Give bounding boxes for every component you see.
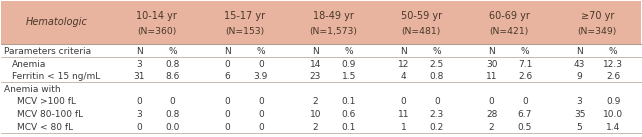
Text: 50-59 yr: 50-59 yr bbox=[401, 11, 442, 21]
Text: (N=481): (N=481) bbox=[401, 27, 440, 36]
Text: %: % bbox=[345, 47, 353, 56]
Text: (N=1,573): (N=1,573) bbox=[309, 27, 357, 36]
Text: 9: 9 bbox=[577, 72, 582, 81]
Text: 8.6: 8.6 bbox=[166, 72, 180, 81]
Text: 0.8: 0.8 bbox=[166, 110, 180, 119]
Text: Ferritin < 15 ng/mL: Ferritin < 15 ng/mL bbox=[12, 72, 101, 81]
Text: 0.5: 0.5 bbox=[518, 123, 532, 132]
Text: Anemia with: Anemia with bbox=[4, 85, 60, 94]
Text: 0: 0 bbox=[225, 110, 230, 119]
Text: 0: 0 bbox=[258, 60, 264, 68]
Text: 0: 0 bbox=[225, 97, 230, 106]
Text: 10: 10 bbox=[309, 110, 321, 119]
Text: 0.1: 0.1 bbox=[342, 97, 356, 106]
Text: 2: 2 bbox=[313, 97, 318, 106]
Text: %: % bbox=[256, 47, 265, 56]
Text: 2: 2 bbox=[313, 123, 318, 132]
Text: (N=421): (N=421) bbox=[490, 27, 529, 36]
Text: 5: 5 bbox=[577, 123, 582, 132]
Text: (N=153): (N=153) bbox=[225, 27, 265, 36]
Text: 35: 35 bbox=[574, 110, 586, 119]
Text: MCV >100 fL: MCV >100 fL bbox=[17, 97, 76, 106]
Text: 2.6: 2.6 bbox=[518, 72, 532, 81]
Text: 0: 0 bbox=[522, 97, 528, 106]
Text: 0: 0 bbox=[225, 60, 230, 68]
Text: 23: 23 bbox=[309, 72, 321, 81]
Text: 3: 3 bbox=[136, 60, 142, 68]
Text: 0.0: 0.0 bbox=[166, 123, 180, 132]
Text: 12.3: 12.3 bbox=[603, 60, 623, 68]
Text: 1.5: 1.5 bbox=[342, 72, 356, 81]
Text: 2: 2 bbox=[489, 123, 494, 132]
Text: 6: 6 bbox=[225, 72, 230, 81]
Text: 0: 0 bbox=[258, 110, 264, 119]
Text: 0: 0 bbox=[258, 97, 264, 106]
Text: N: N bbox=[488, 47, 495, 56]
Text: 43: 43 bbox=[574, 60, 586, 68]
Text: ≥70 yr: ≥70 yr bbox=[580, 11, 614, 21]
Text: 0: 0 bbox=[225, 123, 230, 132]
Text: %: % bbox=[521, 47, 530, 56]
Text: 3.9: 3.9 bbox=[254, 72, 268, 81]
Text: Anemia: Anemia bbox=[12, 60, 47, 68]
Text: 1: 1 bbox=[401, 123, 406, 132]
Text: 12: 12 bbox=[398, 60, 409, 68]
Text: 30: 30 bbox=[486, 60, 498, 68]
Text: 18-49 yr: 18-49 yr bbox=[313, 11, 354, 21]
Text: 0.9: 0.9 bbox=[342, 60, 356, 68]
Text: N: N bbox=[400, 47, 407, 56]
Text: 0: 0 bbox=[136, 123, 142, 132]
Bar bbox=[1, 1, 641, 44]
Text: %: % bbox=[433, 47, 441, 56]
Text: 28: 28 bbox=[486, 110, 498, 119]
Text: 0.8: 0.8 bbox=[429, 72, 444, 81]
Text: 10.0: 10.0 bbox=[603, 110, 623, 119]
Text: Hematologic: Hematologic bbox=[26, 17, 88, 27]
Text: %: % bbox=[168, 47, 177, 56]
Text: 6.7: 6.7 bbox=[518, 110, 532, 119]
Text: 2.6: 2.6 bbox=[606, 72, 620, 81]
Text: 0.1: 0.1 bbox=[342, 123, 356, 132]
Text: 11: 11 bbox=[398, 110, 409, 119]
Text: 0.2: 0.2 bbox=[430, 123, 444, 132]
Text: MCV < 80 fL: MCV < 80 fL bbox=[17, 123, 73, 132]
Text: 60-69 yr: 60-69 yr bbox=[489, 11, 530, 21]
Text: 0.6: 0.6 bbox=[342, 110, 356, 119]
Text: (N=360): (N=360) bbox=[137, 27, 177, 36]
Text: 2.5: 2.5 bbox=[430, 60, 444, 68]
Text: 0.8: 0.8 bbox=[166, 60, 180, 68]
Text: 15-17 yr: 15-17 yr bbox=[224, 11, 266, 21]
Text: 3: 3 bbox=[577, 97, 582, 106]
Text: MCV 80-100 fL: MCV 80-100 fL bbox=[17, 110, 83, 119]
Text: N: N bbox=[312, 47, 319, 56]
Text: 0: 0 bbox=[258, 123, 264, 132]
Text: N: N bbox=[136, 47, 143, 56]
Text: 0: 0 bbox=[434, 97, 440, 106]
Text: 7.1: 7.1 bbox=[518, 60, 532, 68]
Text: 0.9: 0.9 bbox=[606, 97, 620, 106]
Text: 11: 11 bbox=[486, 72, 498, 81]
Text: N: N bbox=[224, 47, 230, 56]
Text: 14: 14 bbox=[309, 60, 321, 68]
Text: Parameters criteria: Parameters criteria bbox=[4, 47, 91, 56]
Text: 0: 0 bbox=[136, 97, 142, 106]
Text: 0: 0 bbox=[489, 97, 494, 106]
Text: %: % bbox=[609, 47, 618, 56]
Text: 31: 31 bbox=[134, 72, 145, 81]
Text: 10-14 yr: 10-14 yr bbox=[136, 11, 177, 21]
Text: N: N bbox=[577, 47, 583, 56]
Text: 1.4: 1.4 bbox=[606, 123, 620, 132]
Text: 0: 0 bbox=[170, 97, 175, 106]
Text: 4: 4 bbox=[401, 72, 406, 81]
Text: 0: 0 bbox=[401, 97, 406, 106]
Text: (N=349): (N=349) bbox=[578, 27, 617, 36]
Text: 3: 3 bbox=[136, 110, 142, 119]
Text: 2.3: 2.3 bbox=[430, 110, 444, 119]
